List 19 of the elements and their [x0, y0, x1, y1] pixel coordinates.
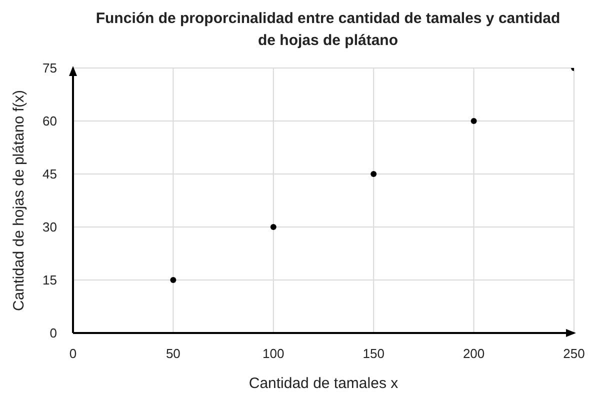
- point: [170, 277, 176, 283]
- x-tick-label: 250: [563, 346, 585, 362]
- x-tick-label: 200: [462, 346, 485, 362]
- y-tick-label: 60: [42, 114, 57, 129]
- point: [270, 224, 276, 230]
- x-axis-title: Cantidad de tamales x: [248, 375, 399, 392]
- point: [370, 171, 377, 177]
- y-tick-label: 30: [42, 220, 57, 235]
- x-tick-label: 150: [362, 346, 384, 362]
- x-tick-label: 100: [262, 346, 284, 362]
- point: [470, 118, 477, 124]
- x-tick-label: 50: [166, 346, 180, 362]
- y-tick-label: 45: [42, 166, 57, 182]
- y-axis-title: Cantidad de hojas de plátano f(x): [10, 90, 28, 311]
- x-tick-label: 0: [69, 346, 77, 362]
- chart-title: Función de proporcinalidad entre cantidad de tamales y cantidad de hojas de plátano: [94, 9, 562, 51]
- y-tick-label: 15: [42, 272, 57, 288]
- y-tick-label: 75: [42, 60, 57, 76]
- y-tick-label: 0: [50, 326, 57, 341]
